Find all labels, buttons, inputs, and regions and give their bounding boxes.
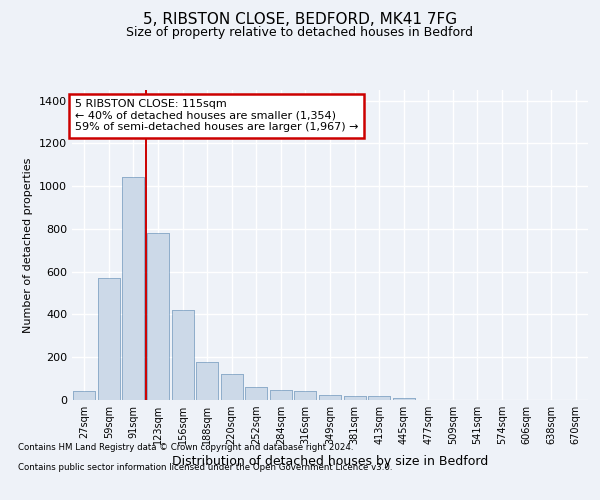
Bar: [368, 396, 390, 400]
Bar: [98, 278, 120, 400]
Bar: [270, 390, 292, 400]
Bar: [295, 392, 316, 400]
Bar: [392, 398, 415, 400]
Text: Contains public sector information licensed under the Open Government Licence v3: Contains public sector information licen…: [18, 462, 392, 471]
Y-axis label: Number of detached properties: Number of detached properties: [23, 158, 34, 332]
Bar: [319, 394, 341, 400]
Bar: [245, 387, 268, 400]
Bar: [73, 392, 95, 400]
Bar: [172, 310, 194, 400]
Bar: [392, 398, 415, 400]
Bar: [196, 362, 218, 400]
Bar: [270, 390, 292, 400]
Bar: [221, 374, 243, 400]
Bar: [295, 392, 316, 400]
Bar: [122, 176, 145, 400]
Bar: [196, 362, 218, 400]
Text: Contains HM Land Registry data © Crown copyright and database right 2024.: Contains HM Land Registry data © Crown c…: [18, 442, 353, 452]
Text: Size of property relative to detached houses in Bedford: Size of property relative to detached ho…: [127, 26, 473, 39]
Bar: [98, 278, 120, 400]
Bar: [344, 396, 365, 400]
Bar: [73, 392, 95, 400]
Text: 5 RIBSTON CLOSE: 115sqm
← 40% of detached houses are smaller (1,354)
59% of semi: 5 RIBSTON CLOSE: 115sqm ← 40% of detache…: [74, 100, 358, 132]
Bar: [172, 310, 194, 400]
Bar: [344, 396, 365, 400]
Bar: [147, 233, 169, 400]
Text: 5, RIBSTON CLOSE, BEDFORD, MK41 7FG: 5, RIBSTON CLOSE, BEDFORD, MK41 7FG: [143, 12, 457, 28]
Bar: [147, 233, 169, 400]
X-axis label: Distribution of detached houses by size in Bedford: Distribution of detached houses by size …: [172, 456, 488, 468]
Bar: [122, 176, 145, 400]
Bar: [245, 387, 268, 400]
Bar: [221, 374, 243, 400]
Bar: [319, 394, 341, 400]
Bar: [368, 396, 390, 400]
